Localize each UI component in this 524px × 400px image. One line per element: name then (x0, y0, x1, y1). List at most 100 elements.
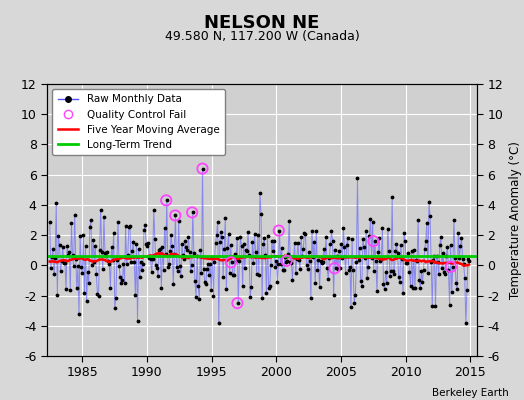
Point (372, 258, 380, 265)
Point (132, 241, 140, 247)
Point (148, 256, 157, 262)
Point (361, 255, 369, 262)
Point (414, 217, 422, 223)
Point (369, 238, 377, 244)
Point (307, 295, 315, 301)
Point (304, 248, 313, 255)
Point (404, 250, 412, 256)
Point (53, 292, 61, 298)
Point (79, 232, 88, 238)
Point (94, 293, 103, 299)
Point (354, 256, 363, 263)
Point (443, 244, 452, 250)
Point (57, 268, 65, 274)
Point (329, 237, 337, 244)
Point (97, 249, 106, 255)
Point (51, 254, 59, 261)
Point (216, 238, 224, 245)
Point (102, 252, 110, 259)
Point (326, 241, 335, 248)
Point (100, 214, 108, 220)
Point (242, 246, 250, 253)
Point (355, 244, 364, 251)
Point (225, 269, 234, 276)
Point (285, 218, 293, 224)
Point (245, 252, 253, 258)
Point (223, 244, 232, 251)
Point (139, 261, 147, 267)
Point (204, 260, 212, 267)
Point (292, 256, 301, 262)
Point (247, 284, 256, 290)
Point (366, 216, 375, 222)
Point (149, 207, 158, 213)
Point (179, 252, 187, 258)
Text: NELSON NE: NELSON NE (204, 14, 320, 32)
Point (381, 268, 390, 275)
Point (219, 274, 227, 281)
Point (46, 219, 54, 225)
Point (249, 260, 258, 266)
Point (420, 246, 429, 252)
Point (195, 296, 203, 302)
Point (72, 256, 80, 262)
Y-axis label: Temperature Anomaly (°C): Temperature Anomaly (°C) (509, 141, 522, 299)
Point (158, 244, 167, 251)
Point (338, 255, 346, 261)
Point (48, 254, 56, 260)
Point (183, 247, 192, 253)
Point (368, 219, 377, 226)
Point (255, 272, 263, 278)
Point (349, 267, 357, 274)
Point (347, 303, 355, 310)
Point (246, 294, 254, 300)
Point (146, 256, 155, 262)
Point (89, 237, 97, 243)
Point (394, 250, 402, 256)
Point (314, 257, 323, 263)
Point (282, 259, 290, 265)
Point (60, 260, 68, 266)
Point (156, 246, 165, 253)
Point (118, 277, 126, 283)
Point (328, 228, 336, 235)
Point (350, 300, 358, 306)
Point (217, 229, 225, 236)
Point (74, 263, 82, 270)
Point (386, 273, 394, 279)
Point (434, 271, 443, 278)
Point (451, 255, 459, 261)
Point (161, 251, 170, 258)
Point (106, 285, 115, 291)
Point (291, 270, 300, 277)
Point (289, 254, 298, 260)
Point (384, 226, 392, 232)
Point (184, 234, 193, 240)
Point (265, 285, 273, 292)
Point (228, 272, 237, 278)
Point (396, 279, 404, 286)
Point (413, 258, 421, 264)
Point (337, 241, 345, 248)
Point (52, 200, 60, 206)
Text: Berkeley Earth: Berkeley Earth (432, 388, 508, 398)
Point (370, 238, 379, 244)
Point (220, 246, 228, 252)
Point (157, 285, 166, 292)
Point (227, 259, 236, 266)
Point (144, 240, 152, 247)
Point (418, 278, 427, 285)
Point (244, 229, 252, 235)
Point (66, 287, 74, 293)
Point (56, 242, 64, 248)
Point (266, 283, 274, 290)
Point (207, 287, 215, 294)
Point (293, 239, 302, 246)
Point (375, 235, 384, 241)
Point (424, 270, 432, 276)
Point (96, 207, 105, 214)
Point (408, 248, 416, 254)
Point (346, 264, 354, 270)
Point (108, 256, 117, 263)
Point (436, 233, 445, 240)
